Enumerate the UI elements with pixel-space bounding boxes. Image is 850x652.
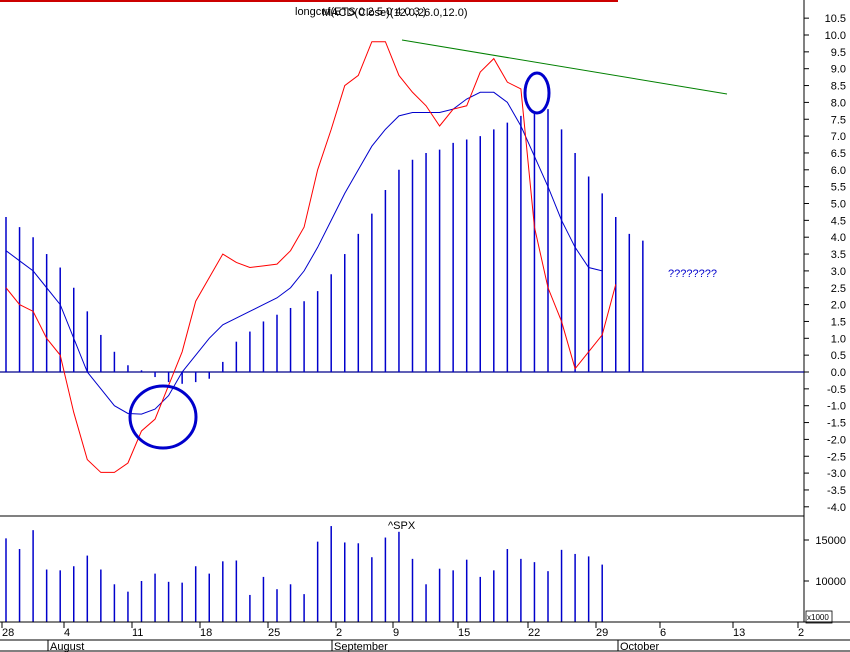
volume-label: ^SPX: [388, 520, 416, 532]
y-tick-label: 7.5: [831, 114, 846, 126]
y-tick-label: -3.5: [827, 485, 846, 497]
histogram-series: [5, 109, 644, 384]
volume-y-tick-label: 15000: [815, 535, 846, 547]
y-tick-label: 8.5: [831, 81, 846, 93]
y-tick-label: -4.0: [827, 502, 846, 514]
y-tick-label: -3.0: [827, 468, 846, 480]
x-tick-label: 13: [733, 627, 745, 639]
x-tick-label: 2: [798, 627, 804, 639]
y-tick-label: 4.5: [831, 215, 846, 227]
y-tick-label: 6.5: [831, 148, 846, 160]
x-tick-label: 18: [200, 627, 212, 639]
volume-bars: [5, 526, 603, 622]
y-tick-label: 8.0: [831, 97, 846, 109]
y-tick-label: -1.0: [827, 401, 846, 413]
signal-line: [5, 91, 603, 415]
y-tick-label: -2.5: [827, 451, 846, 463]
month-label: October: [620, 641, 659, 652]
y-tick-label: 7.0: [831, 131, 846, 143]
y-tick-label: 9.0: [831, 64, 846, 76]
month-label: September: [334, 641, 388, 652]
y-tick-label: 0.0: [831, 367, 846, 379]
y-tick-label: 6.0: [831, 165, 846, 177]
x-tick-label: 29: [596, 627, 608, 639]
x-tick-label: 2: [336, 627, 342, 639]
y-tick-label: 5.5: [831, 182, 846, 194]
y-tick-label: -0.5: [827, 384, 846, 396]
y-tick-label: 4.0: [831, 232, 846, 244]
y-tick-label: 0.5: [831, 350, 846, 362]
x-tick-label: 9: [393, 627, 399, 639]
y-tick-label: 10.0: [825, 30, 846, 42]
x-tick-label: 11: [132, 627, 143, 639]
y-tick-label: -1.5: [827, 418, 846, 430]
y-tick-label: 10.5: [825, 13, 846, 25]
volume-unit-label: x1000: [807, 613, 829, 622]
y-tick-label: 9.5: [831, 47, 846, 59]
macd-line: [5, 41, 617, 473]
volume-y-axis: 15000 10000: [804, 535, 846, 588]
x-tick-label: 28: [2, 627, 14, 639]
volume-unit-box: [805, 610, 833, 624]
y-tick-label: 2.0: [831, 300, 846, 312]
highlight-circle-peak: [523, 71, 551, 115]
y-tick-label: 5.0: [831, 199, 846, 211]
x-axis: 28 4 11 18 25 2 9 15 22 29 6 13 2 August September Oct…: [0, 621, 850, 652]
indicator-y-axis: 10.5 10.0 9.5 9.0 8.5 8.0 7.5 7.0 6.5 6.0 5.5 5.0 4.…: [804, 13, 846, 514]
trendline: [401, 39, 728, 95]
y-tick-label: -2.0: [827, 434, 846, 446]
y-tick-label: 1.0: [831, 333, 846, 345]
y-tick-label: 3.5: [831, 249, 846, 261]
y-tick-label: 1.5: [831, 316, 846, 328]
month-label: August: [50, 641, 84, 652]
highlight-circle-trough: [128, 384, 198, 450]
title-line-1: longcuf(ETS 0 2 5 0 4 0 3 ): [295, 6, 426, 18]
y-tick-label: 3.0: [831, 266, 846, 278]
indicator-panel: 10.5 10.0 9.5 9.0 8.5 8.0 7.5 7.0 6.5 6.0 5.5 5.0 4.…: [0, 0, 846, 516]
x-tick-label: 22: [528, 627, 540, 639]
x-tick-label: 25: [268, 627, 280, 639]
x-tick-label: 15: [458, 627, 470, 639]
x-tick-label: 4: [64, 627, 70, 639]
y-tick-label: 2.5: [831, 283, 846, 295]
question-marks-annotation: ????????: [668, 268, 717, 280]
volume-panel: 15000 10000 ^SPX x1000: [5, 516, 846, 624]
x-tick-label: 6: [660, 627, 666, 639]
title-line-2: MACD(Close)(12.0,26.0,12.0): [322, 7, 468, 19]
volume-y-tick-label: 10000: [815, 576, 846, 588]
